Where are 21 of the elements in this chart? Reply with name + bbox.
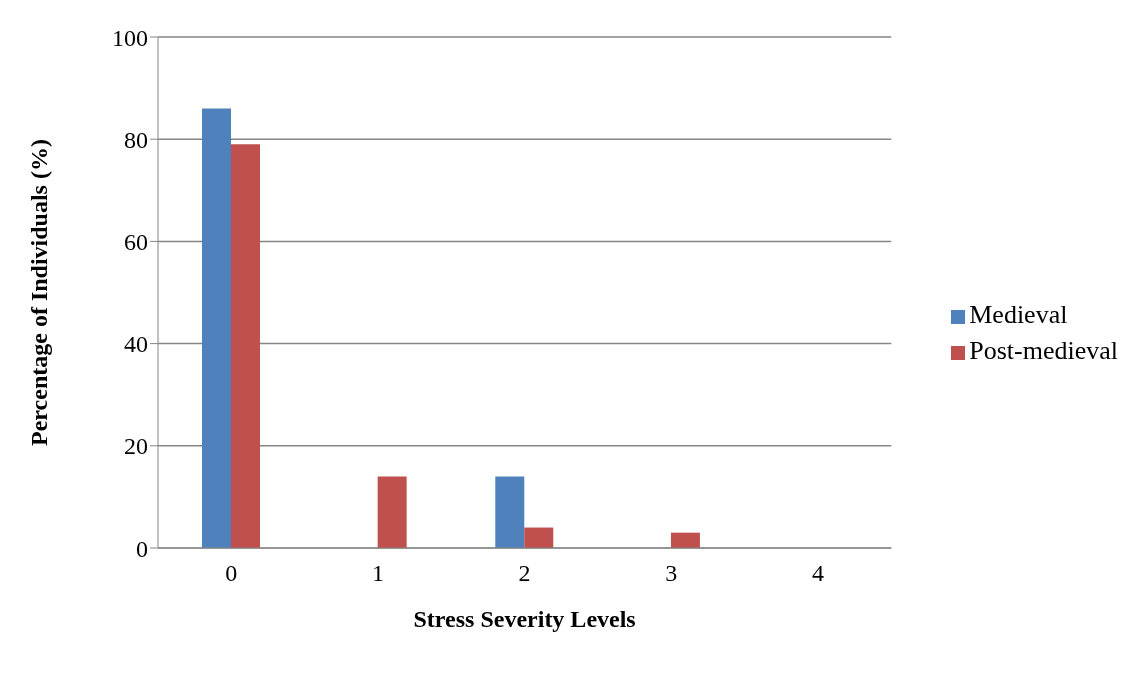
- y-tick-label: 40: [124, 331, 148, 358]
- y-tick-label: 60: [124, 228, 148, 255]
- x-tick-label: 3: [665, 560, 678, 587]
- x-axis-title: Stress Severity Levels: [413, 606, 636, 633]
- y-tick-label: 0: [136, 535, 148, 562]
- x-tick-label: 2: [518, 560, 531, 587]
- y-tick-label: 100: [112, 24, 148, 51]
- bar: [495, 476, 525, 548]
- x-tick-label: 0: [225, 560, 238, 587]
- bar: [377, 476, 407, 548]
- bar: [201, 108, 231, 548]
- bar: [230, 144, 260, 548]
- y-axis-title: Percentage of Individuals (%): [25, 139, 52, 446]
- y-tick-label: 80: [124, 126, 148, 153]
- bar: [670, 532, 700, 548]
- x-tick-label: 4: [811, 560, 824, 587]
- legend-label: Post-medieval: [969, 336, 1118, 365]
- legend-label: Medieval: [969, 300, 1068, 329]
- bar: [524, 527, 554, 548]
- x-tick-label: 1: [371, 560, 384, 587]
- y-tick-label: 20: [124, 433, 148, 460]
